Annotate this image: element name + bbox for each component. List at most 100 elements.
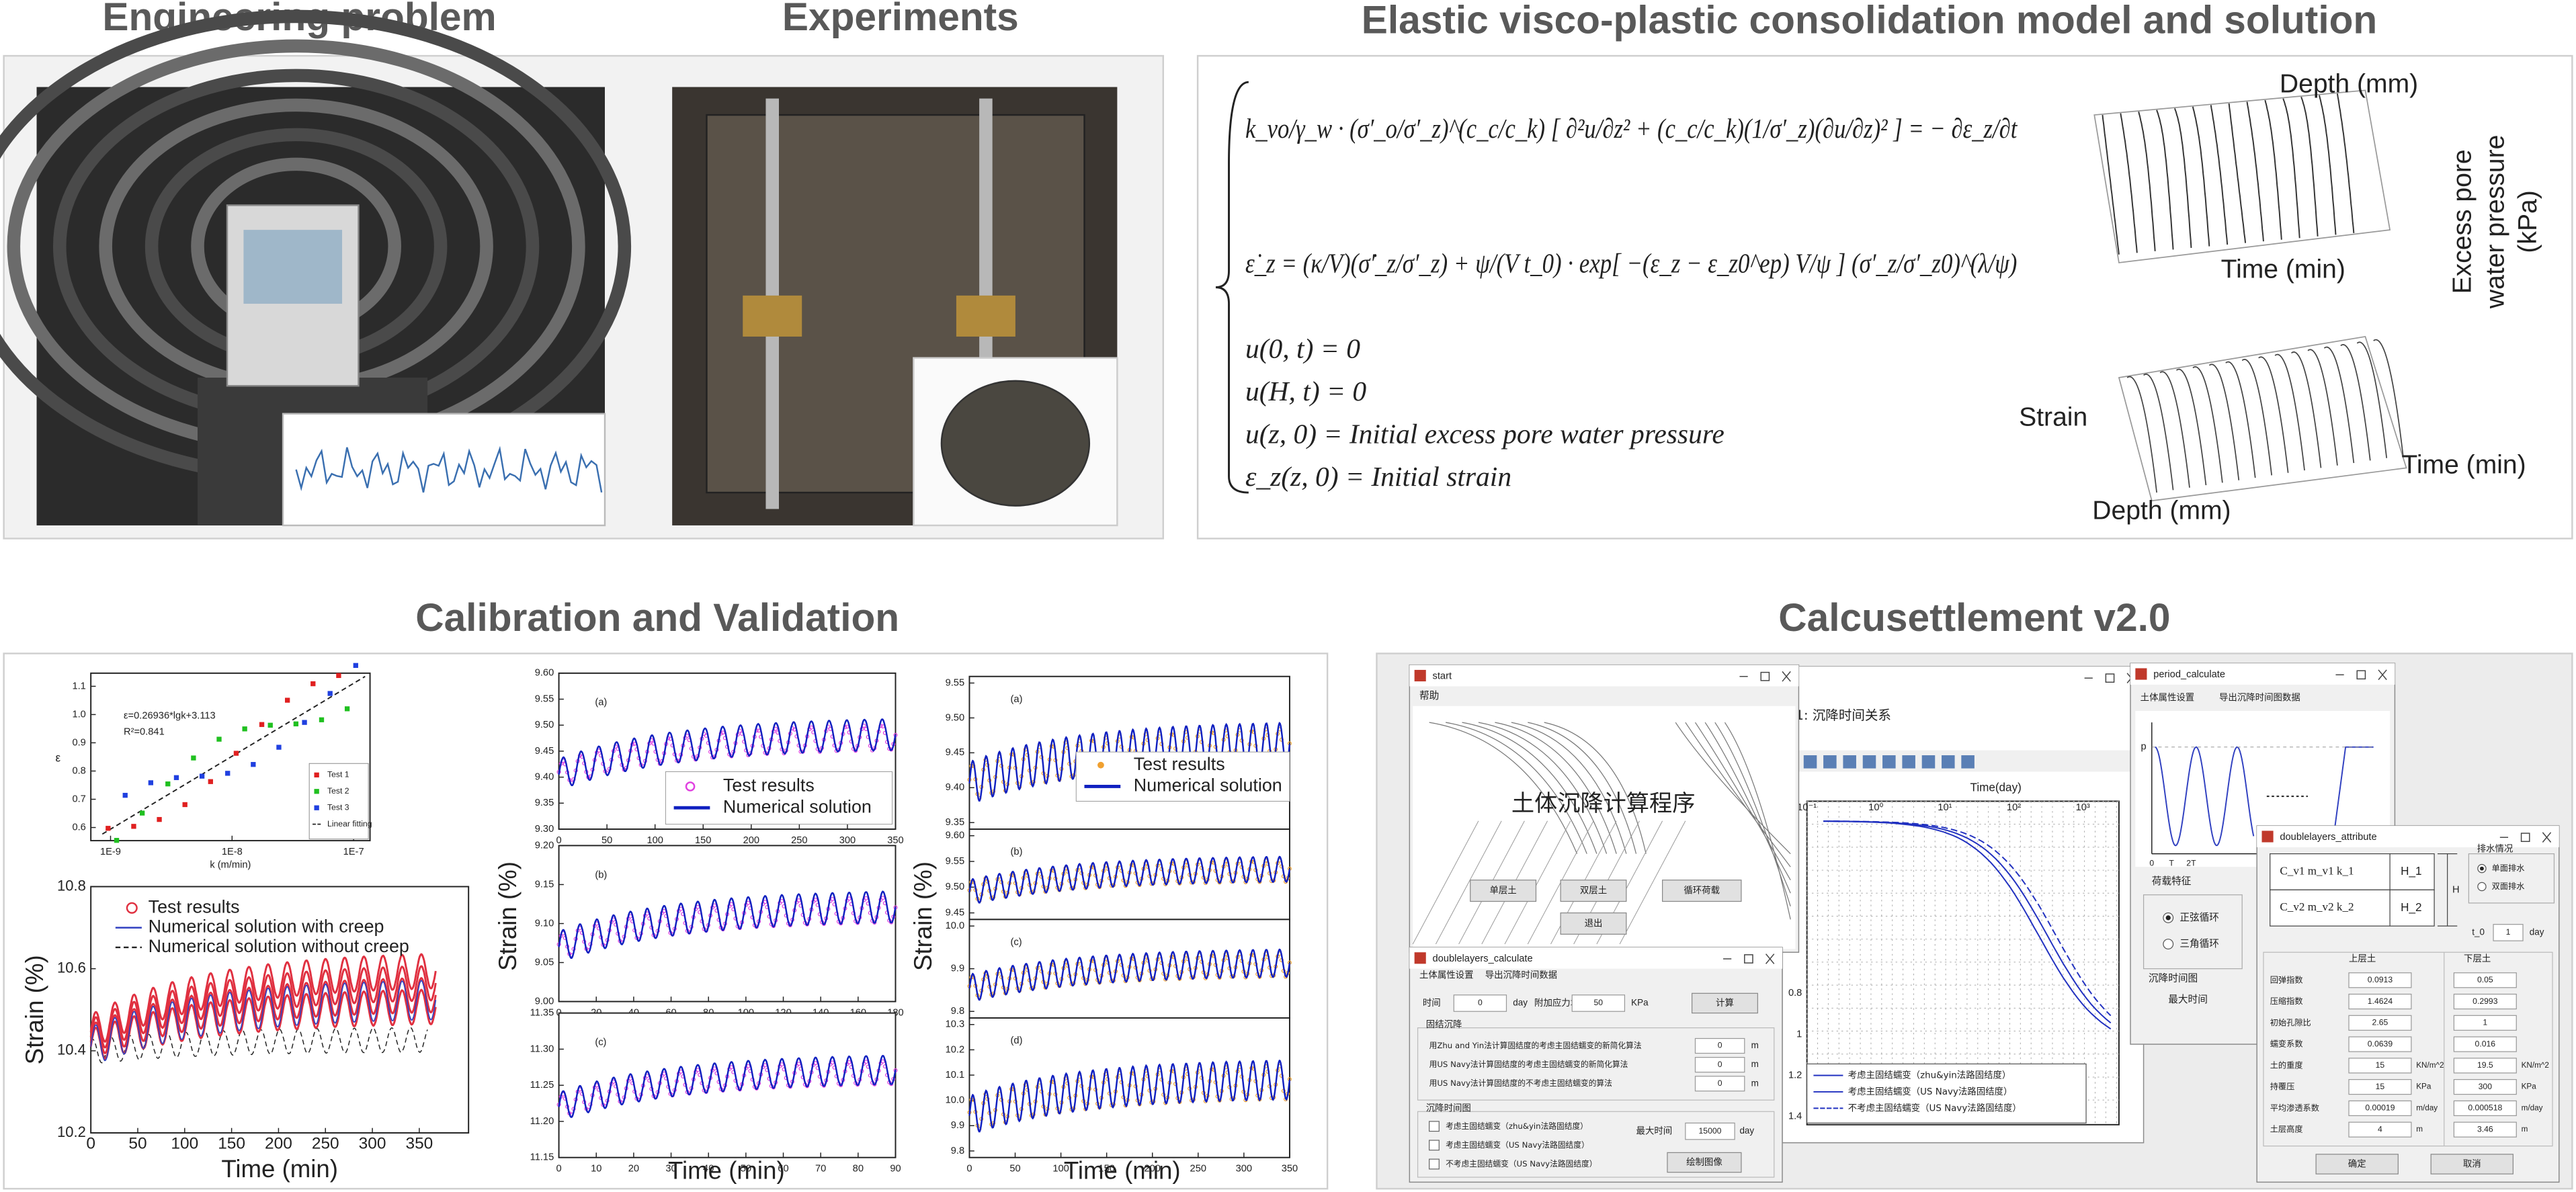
test-point [809, 725, 814, 730]
model-panel [1196, 54, 2573, 540]
button[interactable] [1662, 880, 1742, 902]
y-tick-label: 9.20 [535, 840, 554, 851]
maximize-button [1760, 671, 1770, 681]
x-tick-label: 0 [966, 1164, 972, 1175]
close-button [1782, 671, 1791, 682]
input-box[interactable] [1571, 994, 1626, 1012]
y-tick-label: 0.8 [72, 765, 85, 776]
button[interactable] [1560, 912, 1627, 935]
sketch-line [1478, 722, 1608, 854]
radio-dot [2480, 866, 2484, 871]
brass-ring [956, 295, 1015, 337]
input-box[interactable] [2348, 1036, 2412, 1052]
button[interactable] [1667, 1152, 1742, 1173]
legend-label: 不考虑主固结蠕变（US Navy法路固结度） [1848, 1103, 2022, 1113]
button[interactable] [2315, 1154, 2399, 1175]
sketch-line [1724, 722, 1791, 920]
y-tick-label: 9.45 [535, 746, 554, 757]
input-box[interactable] [2453, 972, 2517, 988]
title-bar [2257, 826, 2559, 847]
button[interactable] [2430, 1154, 2513, 1175]
toolbar-icon [1843, 755, 1856, 769]
input-box[interactable] [2453, 1036, 2517, 1052]
surface-line [2156, 110, 2174, 250]
x-tick-label: 1E-8 [222, 847, 243, 857]
group-box [2468, 853, 2555, 904]
label: Time (min) [1064, 1156, 1181, 1184]
label: 考虑主固结蠕变（zhu&yin法路固结度） [1446, 1121, 1588, 1131]
input-box[interactable] [2493, 924, 2524, 941]
x-tick-label: 50 [601, 835, 612, 846]
checkbox[interactable] [1429, 1121, 1440, 1132]
test-point [259, 722, 265, 727]
input-box[interactable] [2348, 993, 2412, 1010]
section-title: Calcusettlement v2.0 [1778, 596, 2170, 640]
layer-box [2270, 889, 2435, 927]
menu: 帮助 [1419, 690, 1439, 701]
x-tick-label: 10⁰ [1868, 802, 1883, 813]
y-tick-label: 9.50 [535, 720, 554, 730]
label: 荷载特征 [2152, 876, 2192, 887]
checkbox[interactable] [1429, 1158, 1440, 1170]
input-box[interactable] [2453, 1015, 2517, 1031]
x-tick-label: 60 [778, 1164, 788, 1175]
radio[interactable] [2477, 882, 2487, 892]
test-point [302, 720, 307, 725]
y-tick-label: 0.6 [72, 822, 85, 833]
input-box[interactable] [2348, 1121, 2412, 1138]
surface-line [2274, 353, 2305, 471]
y-tick-label: 11.20 [530, 1116, 554, 1127]
splash-heading: 土体沉降计算程序 [1511, 790, 1696, 817]
input-value: 15000 [1699, 1126, 1722, 1136]
window-title: start [1433, 671, 1452, 682]
input-box[interactable] [2453, 1058, 2517, 1074]
test-point [804, 1084, 810, 1089]
x-tick-label: 10¹ [1938, 802, 1952, 813]
label: 回弹指数 [2270, 974, 2303, 984]
input-value: 4 [2378, 1124, 2382, 1134]
button[interactable] [1470, 880, 1537, 902]
sketch-line [1675, 722, 1791, 855]
y-tick-label: 9.35 [946, 817, 965, 828]
input-box[interactable] [1694, 1076, 1745, 1092]
y-tick-label: 9.55 [535, 693, 554, 704]
y-tick-label: 0.8 [1788, 988, 1802, 998]
input-box[interactable] [1694, 1057, 1745, 1073]
x-tick-label: 250 [791, 835, 807, 846]
test-point [106, 826, 111, 831]
surface-line [2300, 96, 2319, 237]
curve [558, 1054, 897, 1118]
input-value: 15 [2376, 1082, 2385, 1091]
input-box[interactable] [2453, 1079, 2517, 1095]
curve [968, 948, 1291, 1001]
surface-line [2143, 374, 2174, 491]
button[interactable] [1691, 992, 1758, 1014]
input-box[interactable] [1685, 1122, 1735, 1140]
checkbox[interactable] [1429, 1140, 1440, 1151]
window-title: doublelayers_attribute [2280, 832, 2376, 843]
input-box[interactable] [2348, 972, 2412, 988]
surface-line [2120, 113, 2138, 253]
button-label: 退出 [1585, 918, 1603, 929]
legend-swatch [314, 789, 319, 794]
legend-label: Linear fitting [327, 819, 372, 828]
input-box[interactable] [2453, 993, 2517, 1010]
input-box[interactable] [2453, 1121, 2517, 1138]
input-box[interactable] [2348, 1058, 2412, 1074]
input-box[interactable] [1694, 1037, 1745, 1054]
input-box[interactable] [2348, 1079, 2412, 1095]
input-box[interactable] [2348, 1015, 2412, 1031]
button-label: 循环荷载 [1684, 886, 1720, 896]
label: KPa [1631, 998, 1649, 1008]
radio[interactable] [2163, 939, 2174, 949]
title-bar [1782, 667, 2144, 688]
input-box[interactable] [2453, 1100, 2517, 1116]
surface-line [2340, 344, 2371, 461]
y-tick-label: 9.00 [535, 996, 554, 1007]
x-tick-label: 40 [703, 1164, 714, 1175]
label: 用Zhu and Yin法计算固结度的考虑主固结蠕变的新简化算法 [1429, 1041, 1642, 1050]
button[interactable] [1560, 880, 1627, 902]
plot-frame [90, 886, 470, 1134]
input-box[interactable] [1453, 994, 1507, 1012]
input-box[interactable] [2348, 1100, 2412, 1116]
